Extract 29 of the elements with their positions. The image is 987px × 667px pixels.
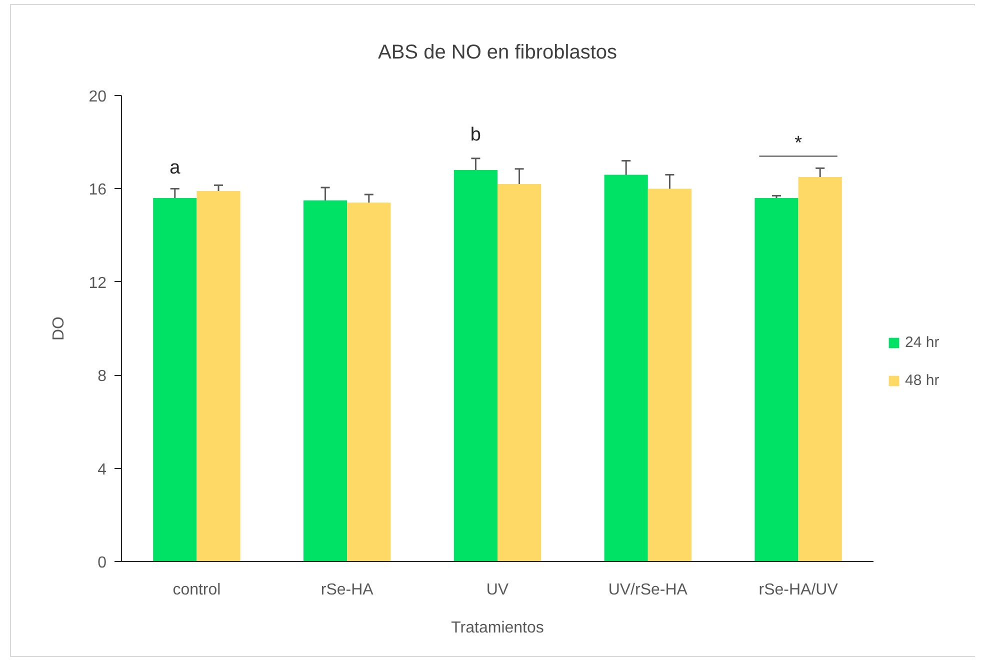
x-axis-title: Tratamientos (451, 620, 544, 636)
bar (303, 200, 348, 562)
y-tick-label: 20 (88, 88, 107, 106)
bar (798, 177, 842, 562)
y-tick-label: 8 (98, 368, 107, 386)
y-tick-label: 16 (88, 182, 107, 199)
y-axis-title: DO (50, 316, 68, 340)
legend-label: 48 hr (905, 372, 940, 389)
bar (153, 198, 197, 562)
x-tick-label: UV (486, 582, 509, 598)
annotation: * (794, 133, 803, 154)
bar (454, 170, 498, 562)
y-tick-label: 0 (98, 554, 107, 572)
bar (604, 174, 648, 562)
x-tick-label: control (172, 582, 221, 598)
bar (196, 191, 240, 562)
bar (754, 198, 798, 562)
annotation: a (170, 158, 181, 179)
annotation: b (470, 124, 481, 146)
bar (347, 202, 391, 562)
y-tick-label: 4 (98, 461, 107, 478)
chart-title: ABS de NO en fibroblastos (378, 42, 618, 64)
bar (498, 184, 542, 562)
bar (648, 188, 692, 562)
x-tick-label: rSe-HA/UV (758, 582, 838, 598)
legend-label: 24 hr (905, 334, 940, 351)
y-tick-label: 12 (88, 274, 107, 292)
x-tick-label: UV/rSe-HA (608, 582, 688, 598)
x-tick-label: rSe-HA (320, 582, 374, 598)
